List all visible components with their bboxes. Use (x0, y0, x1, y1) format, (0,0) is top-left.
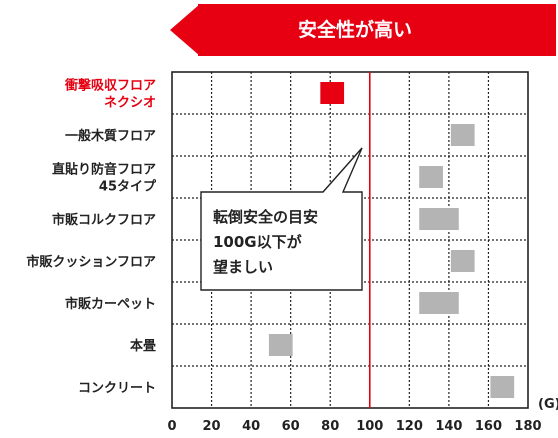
x-tick-label: 0 (167, 419, 176, 434)
callout-line: 転倒安全の目安 (213, 208, 318, 226)
banner-bar (198, 4, 556, 56)
category-label-line: 市販カーペット (65, 296, 156, 312)
banner-text: 安全性が高い (298, 18, 412, 41)
category-label: 衝撃吸収フロアネクシオ (64, 78, 156, 111)
callout-text: 転倒安全の目安 100G以下が望ましい (213, 208, 318, 276)
category-label-line: コンクリート (78, 381, 156, 396)
category-label-line: 市販コルクフロア (52, 212, 156, 228)
category-label-line: ネクシオ (104, 96, 156, 111)
category-label-line: 45タイプ (99, 180, 157, 195)
x-tick-label: 160 (475, 419, 502, 434)
x-tick-label: 60 (282, 419, 300, 434)
category-label: コンクリート (78, 381, 156, 396)
category-label-line: 直貼り防音フロア (52, 162, 156, 178)
data-bars (268, 82, 515, 398)
data-bar (419, 166, 443, 188)
data-bar (490, 376, 515, 398)
safety-banner: 安全性が高い (170, 4, 556, 56)
category-label-line: 衝撃吸収フロア (64, 78, 156, 94)
x-tick-label: 120 (396, 419, 423, 434)
category-label: 一般木質フロア (65, 128, 156, 144)
data-bar (450, 124, 475, 146)
unit-label: (G) (538, 397, 558, 412)
category-label-line: 本畳 (130, 338, 156, 354)
category-label-line: 一般木質フロア (65, 128, 156, 144)
data-bar (419, 292, 459, 314)
callout-bubble (200, 147, 363, 291)
callout-line: 100G以下が (213, 233, 303, 251)
data-bar (419, 208, 459, 230)
x-tick-label: 100 (356, 419, 383, 434)
x-tick-label: 180 (514, 419, 541, 434)
data-bar (450, 250, 475, 272)
category-label-line: 市販クッションフロア (26, 254, 156, 270)
callout-line: 望ましい (213, 258, 273, 276)
category-label: 市販クッションフロア (26, 254, 156, 270)
data-bar (320, 82, 345, 104)
x-axis-ticks: 0 20 40 60 80 100 120 140 160 180 (167, 419, 541, 434)
category-label: 本畳 (130, 338, 156, 354)
category-label: 市販カーペット (65, 296, 156, 312)
category-label: 直貼り防音フロア 45タイプ (52, 162, 157, 195)
data-bar (268, 334, 293, 356)
x-tick-label: 20 (203, 419, 221, 434)
category-label: 市販コルクフロア (52, 212, 156, 228)
x-tick-label: 80 (321, 419, 339, 434)
callout: 転倒安全の目安 100G以下が望ましい (200, 147, 363, 291)
left-arrow-icon (170, 4, 200, 56)
x-tick-label: 140 (435, 419, 462, 434)
x-tick-label: 40 (242, 419, 260, 434)
